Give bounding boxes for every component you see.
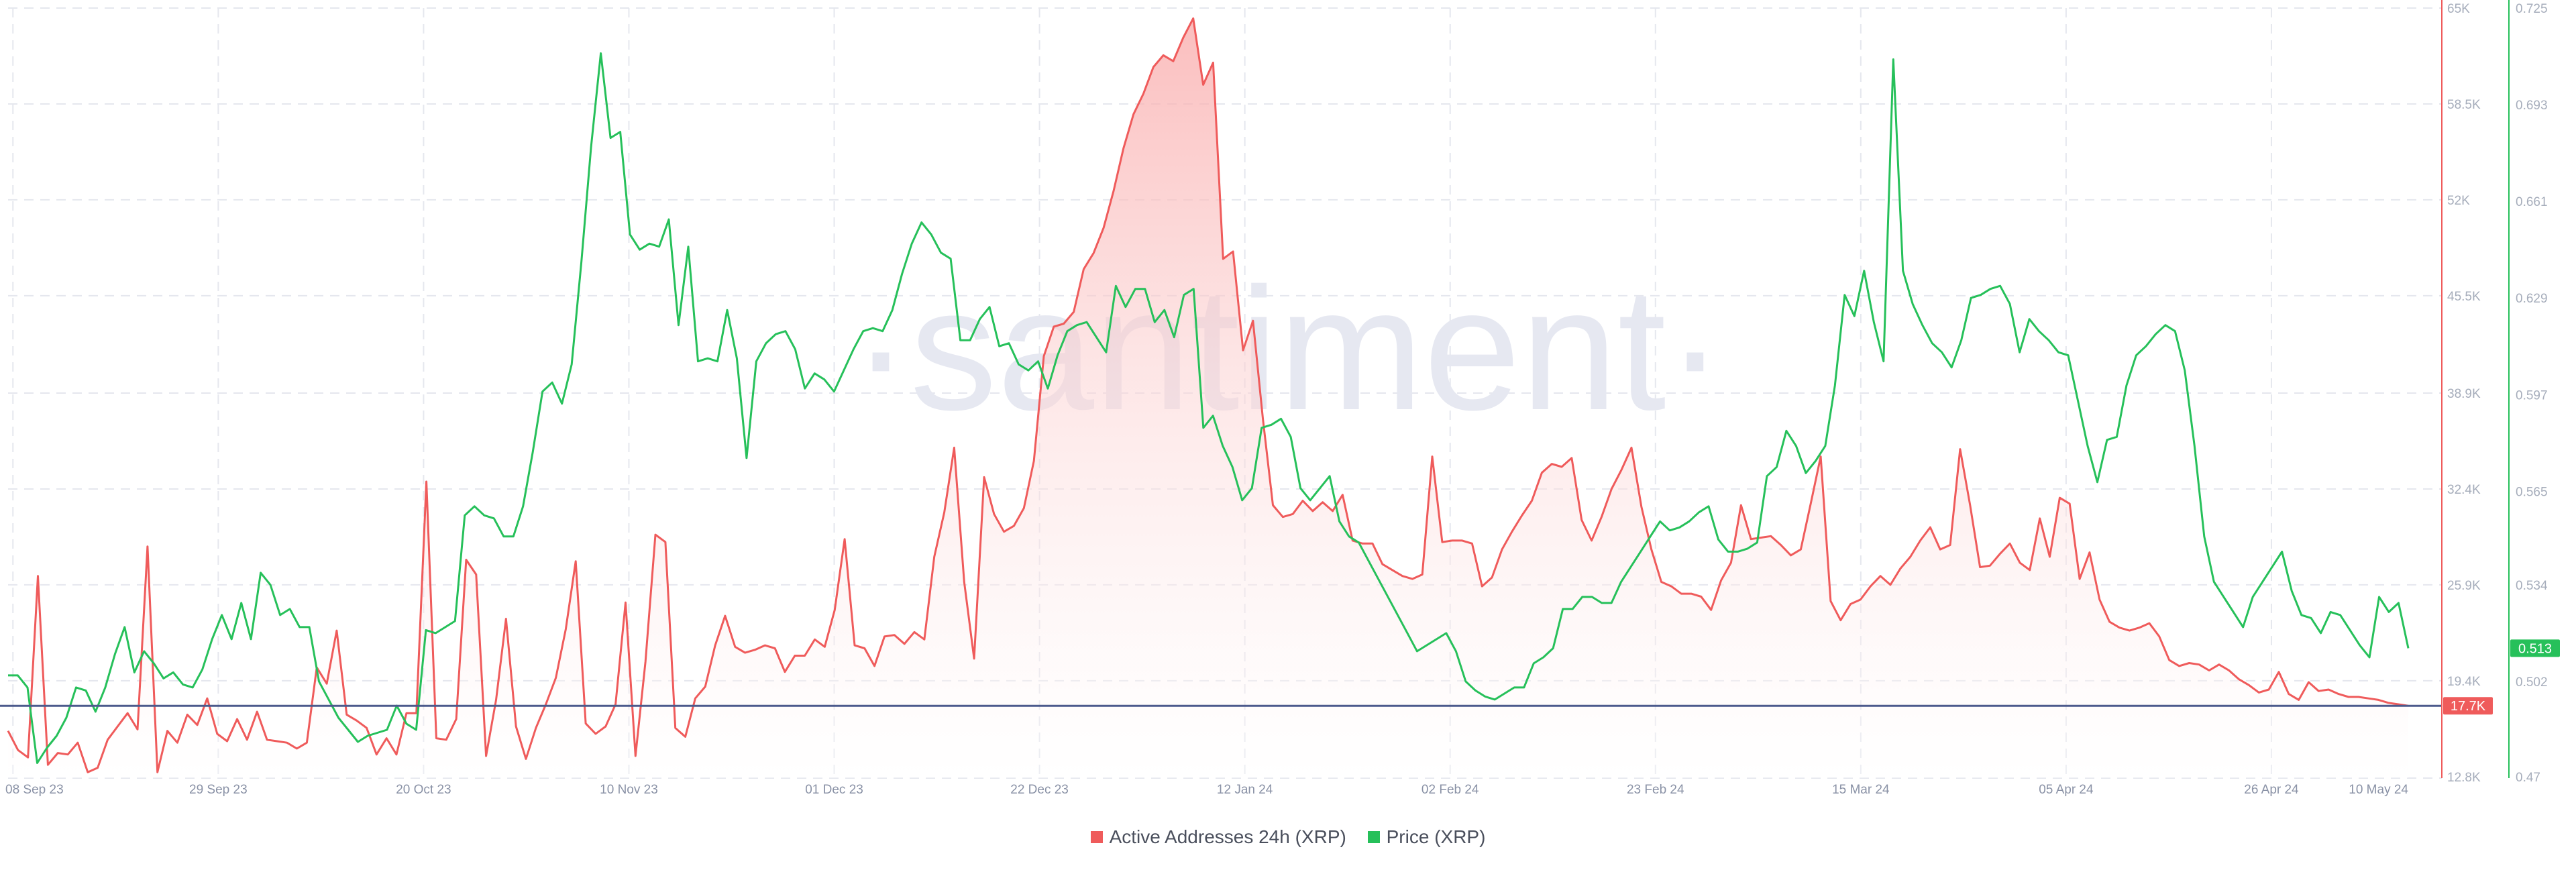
- x-tick-label: 02 Feb 24: [1421, 783, 1479, 797]
- active-addresses-swatch: [1090, 831, 1103, 843]
- y-tick-label-price: 0.565: [2516, 485, 2548, 499]
- price-swatch: [1367, 831, 1380, 843]
- x-axis: 08 Sep 23 29 Sep 23 20 Oct 23 10 Nov 23 01 D…: [5, 783, 2408, 797]
- x-tick-label: 26 Apr 24: [2244, 783, 2299, 797]
- x-tick-label: 05 Apr 24: [2039, 783, 2094, 797]
- current-value-badge-active-addresses-bg: [2443, 697, 2493, 715]
- y-tick-label-price: 0.534: [2516, 579, 2548, 593]
- current-value-badge-price: 0.513: [2518, 641, 2552, 656]
- y-tick-label-price: 0.629: [2516, 292, 2548, 306]
- series-areas: [8, 18, 2408, 778]
- santiment-watermark: ·santiment·: [852, 252, 1724, 447]
- x-tick-label: 10 Nov 23: [600, 783, 658, 797]
- x-tick-label: 12 Jan 24: [1217, 783, 1273, 797]
- x-tick-label: 01 Dec 23: [805, 783, 863, 797]
- current-value-badge-active-addresses: 17.7K: [2451, 699, 2486, 714]
- legend-label-price: Price (XRP): [1386, 826, 1486, 847]
- current-value-badges: 17.7K 0.513: [2443, 639, 2560, 715]
- x-tick-label: 15 Mar 24: [1832, 783, 1890, 797]
- y-tick-label-active-addresses: 19.4K: [2447, 675, 2481, 689]
- legend-item-price[interactable]: Price (XRP): [1367, 826, 1486, 848]
- legend-item-active-addresses[interactable]: Active Addresses 24h (XRP): [1090, 826, 1346, 848]
- y-tick-label-active-addresses: 58.5K: [2447, 98, 2481, 112]
- y-tick-label-price: 0.502: [2516, 675, 2548, 690]
- y-axis-right: 0.725 0.693 0.661 0.629 0.597 0.565 0.534 0.502…: [2508, 0, 2548, 785]
- x-tick-label: 22 Dec 23: [1010, 783, 1069, 797]
- x-tick-label: 20 Oct 23: [396, 783, 451, 797]
- current-value-badge-price-bg: [2510, 639, 2560, 657]
- y-axis-left: 65K 58.5K 52K 45.5K 38.9K 32.4K 25.9K 19.4K 12.8…: [2441, 0, 2481, 785]
- y-tick-label-active-addresses: 52K: [2447, 194, 2470, 208]
- x-tick-label: 29 Sep 23: [189, 783, 248, 797]
- y-tick-label-active-addresses: 32.4K: [2447, 483, 2481, 497]
- y-tick-label-price: 0.597: [2516, 388, 2548, 402]
- chart-legend: Active Addresses 24h (XRP) Price (XRP): [0, 826, 2576, 848]
- y-tick-label-price: 0.693: [2516, 99, 2548, 113]
- x-tick-label: 23 Feb 24: [1627, 783, 1684, 797]
- y-tick-label-active-addresses: 25.9K: [2447, 579, 2481, 593]
- y-tick-label-active-addresses: 12.8K: [2447, 771, 2481, 785]
- x-tick-label: 08 Sep 23: [5, 783, 64, 797]
- y-tick-label-price: 0.725: [2516, 2, 2548, 16]
- active-addresses-area: [8, 18, 2408, 778]
- y-tick-label-price: 0.47: [2516, 771, 2540, 785]
- active-addresses-line: [7, 17, 2409, 773]
- y-tick-label-active-addresses: 38.9K: [2447, 387, 2481, 401]
- y-tick-label-active-addresses: 45.5K: [2447, 290, 2481, 304]
- y-tick-label-price: 0.661: [2516, 195, 2548, 209]
- price-line: [8, 52, 2410, 764]
- legend-label-active-addresses: Active Addresses 24h (XRP): [1109, 826, 1346, 847]
- x-tick-label: 10 May 24: [2349, 783, 2408, 797]
- series-lines: [7, 17, 2410, 773]
- y-tick-label-active-addresses: 65K: [2447, 2, 2470, 16]
